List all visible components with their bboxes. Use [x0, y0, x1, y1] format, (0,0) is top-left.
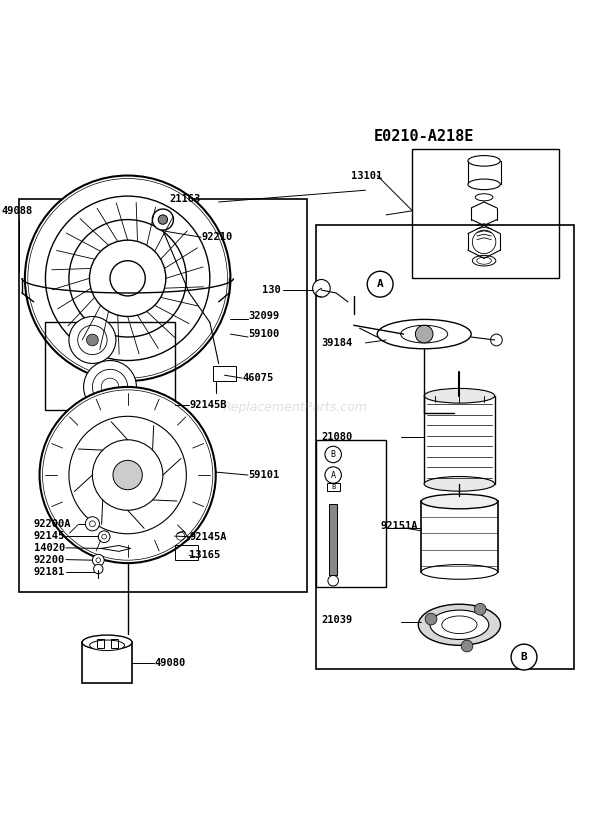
- Bar: [412, 149, 559, 278]
- Text: 49080: 49080: [154, 658, 185, 668]
- Circle shape: [28, 178, 228, 378]
- Circle shape: [152, 209, 173, 230]
- Bar: [97, 640, 104, 648]
- Ellipse shape: [421, 565, 497, 579]
- Circle shape: [25, 175, 231, 381]
- Text: 92210: 92210: [201, 232, 232, 242]
- Text: A: A: [377, 280, 384, 289]
- Text: 46075: 46075: [242, 373, 273, 383]
- Circle shape: [87, 334, 99, 346]
- Circle shape: [86, 517, 100, 531]
- Circle shape: [45, 196, 210, 360]
- Ellipse shape: [377, 319, 471, 349]
- Bar: [213, 367, 236, 381]
- Bar: [45, 323, 175, 411]
- Text: 92145B: 92145B: [189, 399, 227, 410]
- Text: B: B: [331, 484, 335, 491]
- Ellipse shape: [401, 325, 448, 343]
- Bar: [468, 161, 500, 184]
- Circle shape: [473, 230, 496, 253]
- Circle shape: [40, 387, 216, 563]
- Text: 92181: 92181: [34, 567, 65, 577]
- Circle shape: [176, 532, 185, 540]
- Text: 92145: 92145: [34, 531, 65, 541]
- Circle shape: [93, 440, 163, 510]
- Text: 13101: 13101: [351, 170, 382, 181]
- Circle shape: [90, 240, 166, 316]
- Bar: [175, 545, 198, 560]
- Bar: [316, 226, 574, 669]
- Text: E0210-A218E: E0210-A218E: [374, 129, 474, 143]
- Ellipse shape: [477, 258, 491, 264]
- Bar: [19, 199, 307, 593]
- Circle shape: [474, 603, 486, 615]
- Ellipse shape: [421, 494, 497, 509]
- Circle shape: [99, 531, 110, 543]
- Text: 39184: 39184: [322, 338, 353, 348]
- Text: 59100: 59100: [248, 329, 279, 339]
- Circle shape: [367, 271, 393, 297]
- Circle shape: [325, 447, 342, 463]
- Bar: [110, 640, 117, 648]
- Circle shape: [93, 369, 127, 404]
- Bar: [329, 504, 337, 575]
- Text: B: B: [330, 450, 336, 459]
- Circle shape: [461, 640, 473, 652]
- Circle shape: [102, 535, 107, 539]
- Bar: [82, 642, 132, 684]
- Text: 92200: 92200: [34, 554, 65, 565]
- Circle shape: [328, 575, 339, 586]
- Text: 13165: 13165: [189, 550, 221, 561]
- Ellipse shape: [476, 194, 493, 200]
- Circle shape: [84, 360, 136, 413]
- Circle shape: [158, 215, 168, 224]
- Ellipse shape: [430, 610, 489, 640]
- Text: 14020: 14020: [34, 543, 65, 553]
- Circle shape: [511, 644, 537, 670]
- Text: 21163: 21163: [170, 194, 201, 204]
- Text: 21080: 21080: [322, 432, 353, 442]
- Circle shape: [69, 416, 186, 534]
- Text: 21039: 21039: [322, 615, 353, 625]
- Circle shape: [42, 390, 213, 560]
- Ellipse shape: [424, 477, 494, 491]
- Circle shape: [101, 378, 119, 396]
- Circle shape: [313, 280, 330, 297]
- Bar: [424, 396, 494, 484]
- Text: 49088: 49088: [1, 205, 32, 216]
- Text: ReplacementParts.com: ReplacementParts.com: [222, 401, 368, 414]
- Ellipse shape: [90, 640, 124, 650]
- Text: 32099: 32099: [248, 311, 279, 321]
- Text: 92200A: 92200A: [34, 519, 71, 529]
- Circle shape: [93, 554, 104, 566]
- Ellipse shape: [468, 156, 500, 166]
- Circle shape: [110, 261, 145, 296]
- Circle shape: [113, 460, 142, 490]
- Circle shape: [490, 334, 502, 346]
- Bar: [327, 483, 340, 491]
- Text: A: A: [330, 470, 336, 479]
- Bar: [316, 440, 386, 587]
- Circle shape: [69, 219, 186, 337]
- Ellipse shape: [418, 604, 500, 645]
- Text: 130: 130: [261, 285, 280, 295]
- Circle shape: [90, 521, 96, 526]
- Text: 92151A: 92151A: [380, 521, 418, 531]
- Text: 92145A: 92145A: [189, 531, 227, 542]
- Ellipse shape: [442, 616, 477, 633]
- Bar: [421, 501, 497, 572]
- Circle shape: [69, 316, 116, 363]
- Circle shape: [96, 557, 101, 562]
- Text: 59101: 59101: [248, 470, 279, 480]
- Ellipse shape: [82, 635, 132, 650]
- Ellipse shape: [473, 255, 496, 266]
- Ellipse shape: [468, 179, 500, 190]
- Circle shape: [78, 325, 107, 355]
- Ellipse shape: [424, 389, 494, 403]
- Text: B: B: [520, 652, 527, 662]
- Circle shape: [425, 613, 437, 625]
- Circle shape: [94, 564, 103, 574]
- Circle shape: [415, 325, 433, 343]
- Circle shape: [325, 467, 342, 483]
